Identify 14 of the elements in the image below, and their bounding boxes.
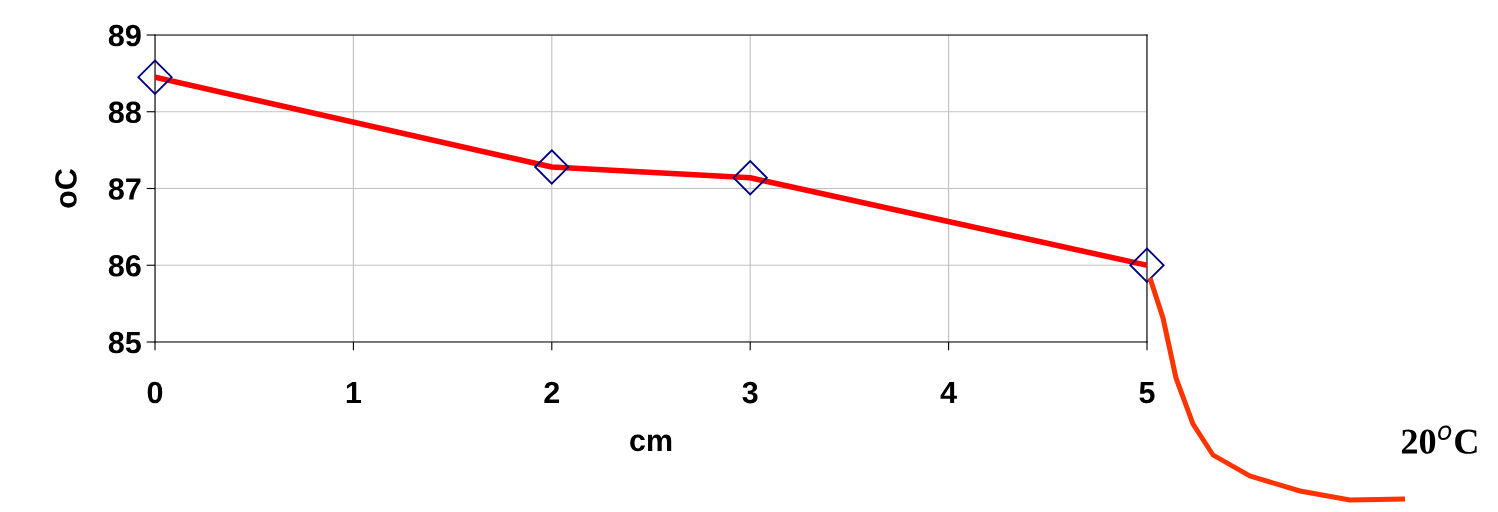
x-tick-label: 2	[544, 381, 560, 404]
x-tick-label: 4	[940, 382, 957, 404]
y-tick-label: 89	[108, 24, 141, 47]
text: 20$^{o}$C	[1401, 425, 1477, 454]
y-tick-label: 87	[108, 178, 141, 200]
x-tick-label: 1	[346, 382, 362, 404]
y-axis-title: oC	[55, 168, 77, 208]
x-tick-label: 3	[742, 381, 758, 404]
x-axis-title: cm	[630, 434, 672, 452]
x-tick-label: 5	[1139, 382, 1155, 404]
y-tick-label: 86	[108, 254, 141, 277]
y-tick-label: 85	[108, 331, 141, 354]
x-tick-label: 0	[147, 381, 163, 404]
y-tick-label: 88	[108, 101, 141, 124]
